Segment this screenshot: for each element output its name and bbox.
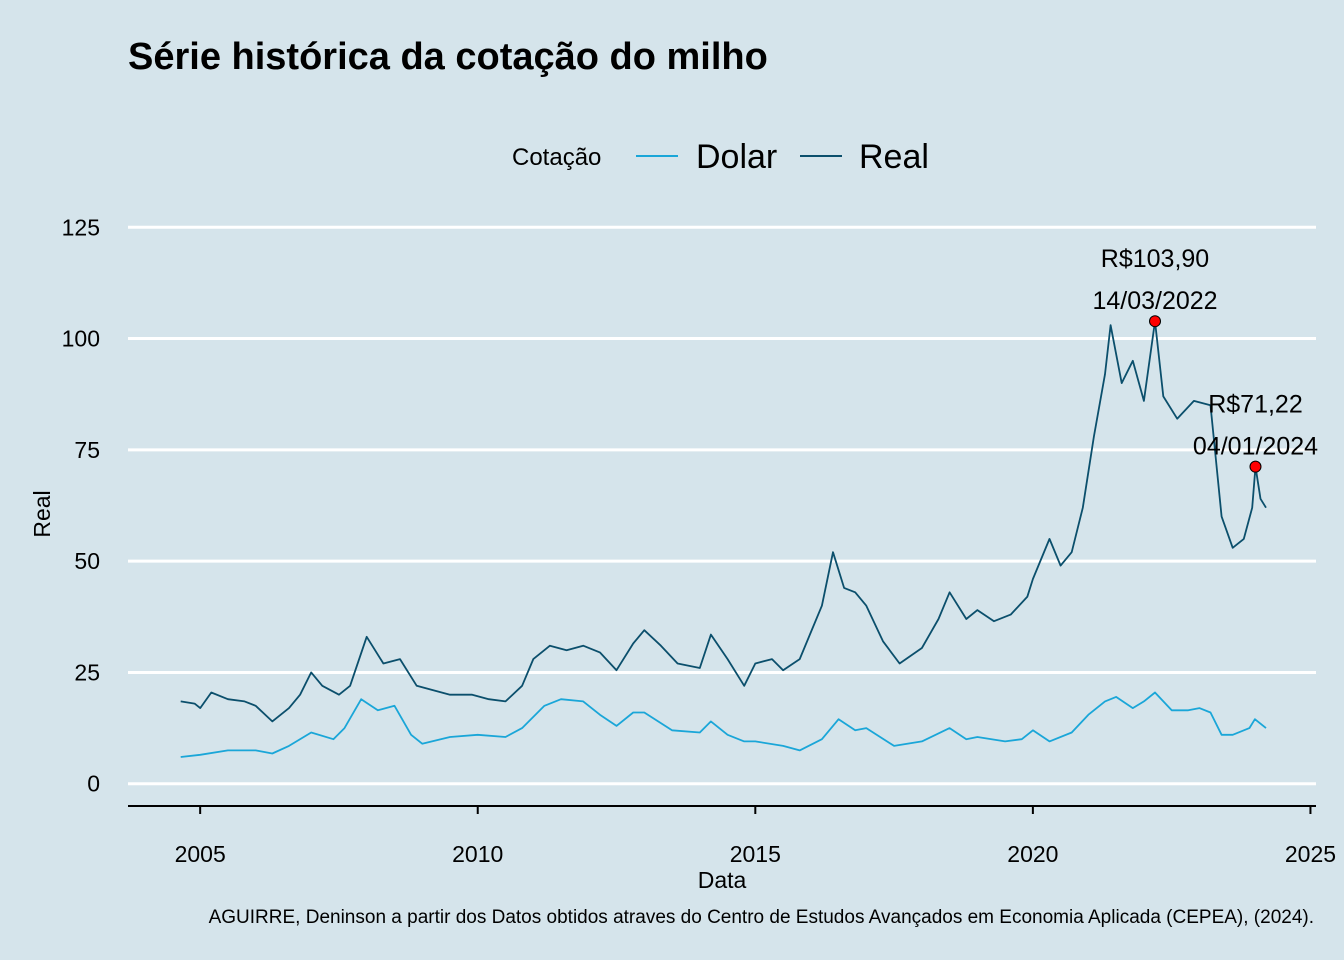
chart-title: Série histórica da cotação do milho <box>128 36 768 78</box>
annotation-value-label: R$103,90 <box>1101 245 1209 273</box>
series-line-dolar <box>180 691 1267 758</box>
y-axis-ticks: 0 25 50 75 100 125 <box>62 214 100 796</box>
peak-marker <box>1249 460 1262 473</box>
series-lines <box>180 320 1267 758</box>
x-tick-label: 2015 <box>730 841 781 867</box>
legend: Cotação Dolar Real <box>512 138 929 176</box>
x-tick-label: 2010 <box>452 841 503 867</box>
y-tick-label: 100 <box>62 326 100 352</box>
y-tick-label: 50 <box>74 548 100 574</box>
annotation-date-label: 14/03/2022 <box>1092 287 1217 315</box>
y-axis-title: Real <box>29 490 55 537</box>
x-axis: 2005 2010 2015 2020 2025 <box>128 805 1336 867</box>
annotation-date-label: 04/01/2024 <box>1193 433 1318 461</box>
x-tick-label: 2020 <box>1007 841 1058 867</box>
y-tick-label: 125 <box>62 214 100 240</box>
y-tick-label: 0 <box>87 771 100 797</box>
legend-label-dolar: Dolar <box>696 138 777 176</box>
x-tick-label: 2025 <box>1285 841 1336 867</box>
series-line-real <box>180 320 1267 723</box>
legend-title: Cotação <box>512 144 601 171</box>
annotations: R$103,90 14/03/2022 R$71,22 04/01/2024 <box>1092 245 1318 473</box>
grid <box>128 225 1316 786</box>
x-axis-title: Data <box>698 867 747 893</box>
y-tick-label: 25 <box>74 659 100 685</box>
caption: AGUIRRE, Deninson a partir dos Datos obt… <box>209 907 1314 928</box>
x-tick-label: 2005 <box>175 841 226 867</box>
peak-marker <box>1149 315 1162 328</box>
legend-label-real: Real <box>859 138 929 176</box>
y-tick-label: 75 <box>74 437 100 463</box>
annotation-value-label: R$71,22 <box>1208 391 1303 419</box>
